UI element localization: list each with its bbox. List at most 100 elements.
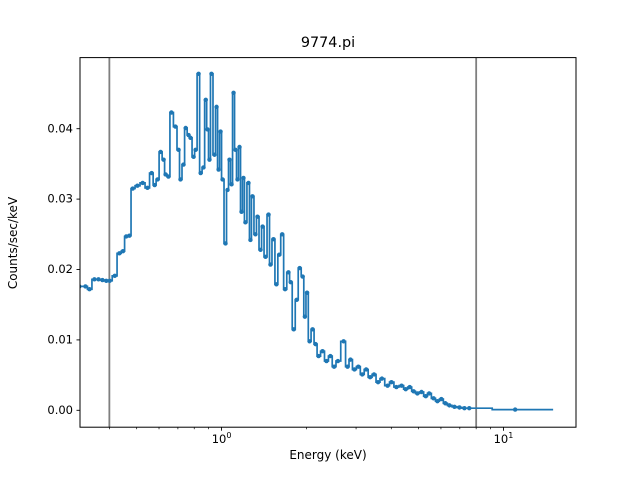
data-point-marker — [367, 375, 373, 380]
data-point-marker — [274, 282, 279, 287]
data-point-marker — [286, 270, 291, 275]
data-point-marker — [426, 391, 432, 396]
x-tick-label: 101 — [494, 431, 514, 446]
y-axis-label: Counts/sec/keV — [6, 196, 20, 290]
data-point-marker — [371, 372, 377, 377]
data-point-marker — [443, 401, 448, 406]
data-point-marker — [310, 327, 315, 332]
y-tick-label: 0.02 — [47, 262, 73, 276]
data-point-marker — [399, 383, 404, 388]
data-point-marker — [203, 97, 208, 103]
data-point-marker — [188, 135, 193, 141]
data-point-marker — [294, 297, 299, 302]
data-point-marker — [152, 182, 157, 188]
data-point-marker — [145, 185, 150, 191]
data-point-marker — [266, 212, 271, 217]
data-point-marker — [201, 165, 206, 170]
data-point-marker — [263, 254, 268, 260]
data-point-marker — [117, 251, 122, 256]
data-point-marker — [209, 71, 214, 76]
y-tick-label: 0.04 — [47, 121, 73, 135]
data-point-marker — [158, 149, 163, 155]
data-point-marker — [423, 394, 428, 399]
data-point-marker — [80, 284, 82, 289]
data-point-marker — [214, 104, 219, 110]
data-point-marker — [335, 358, 341, 364]
data-point-marker — [161, 157, 166, 162]
plot-border — [79, 57, 577, 428]
data-point-marker — [288, 279, 293, 285]
data-point-marker — [439, 396, 444, 402]
data-point-marker — [512, 407, 518, 412]
data-point-marker — [196, 71, 201, 76]
data-point-marker — [243, 220, 248, 225]
data-point-marker — [328, 353, 333, 359]
data-point-marker — [341, 339, 346, 344]
data-point-marker — [130, 186, 135, 191]
data-point-marker — [407, 384, 412, 390]
data-point-marker — [205, 127, 210, 132]
data-point-marker — [220, 177, 225, 182]
spectrum-series — [80, 71, 554, 412]
data-point-marker — [207, 157, 212, 162]
data-point-marker — [307, 339, 312, 344]
data-point-marker — [241, 175, 246, 181]
data-point-marker — [415, 391, 420, 396]
data-point-marker — [331, 364, 337, 369]
data-point-marker — [462, 405, 467, 411]
data-point-marker — [225, 187, 230, 193]
y-tick-label: 0.03 — [47, 192, 73, 206]
spectrum-line — [80, 72, 554, 411]
data-point-marker — [348, 357, 353, 362]
data-point-marker — [352, 367, 357, 372]
data-point-marker — [173, 124, 178, 129]
data-point-marker — [181, 162, 186, 167]
data-point-marker — [253, 232, 258, 237]
data-point-marker — [87, 287, 92, 292]
data-point-marker — [178, 177, 183, 182]
data-point-marker — [235, 177, 240, 182]
data-point-marker — [345, 364, 350, 369]
data-point-marker — [394, 384, 399, 390]
data-point-marker — [223, 241, 228, 246]
data-point-marker — [291, 327, 296, 332]
data-point-marker — [169, 110, 174, 115]
data-point-marker — [83, 284, 88, 289]
data-point-marker — [431, 396, 436, 401]
data-point-marker — [419, 389, 424, 395]
data-point-marker — [198, 170, 203, 176]
data-point-marker — [140, 180, 145, 186]
data-point-marker — [313, 341, 318, 347]
data-point-marker — [316, 353, 321, 359]
data-point-marker — [135, 183, 140, 188]
x-axis-label: Energy (keV) — [289, 448, 367, 462]
data-point-marker — [403, 386, 408, 392]
data-point-marker — [320, 348, 325, 354]
data-point-marker — [107, 278, 112, 283]
data-point-marker — [297, 265, 302, 271]
data-point-marker — [212, 152, 217, 157]
data-point-marker — [467, 405, 472, 411]
data-point-marker — [104, 278, 109, 283]
data-point-marker — [324, 358, 329, 364]
data-point-marker — [237, 144, 242, 150]
data-point-marker — [363, 367, 369, 372]
data-point-marker — [385, 383, 390, 388]
data-point-marker — [411, 389, 416, 394]
data-point-marker — [360, 372, 365, 377]
data-point-marker — [92, 277, 97, 282]
data-point-marker — [304, 290, 310, 295]
data-point-marker — [96, 277, 101, 282]
data-point-marker — [447, 403, 452, 408]
data-point-marker — [260, 224, 265, 229]
data-point-marker — [268, 262, 273, 267]
data-point-marker — [457, 405, 462, 410]
data-point-marker — [250, 194, 255, 199]
data-point-marker — [258, 247, 263, 252]
plot-title: 9774.pi — [300, 35, 356, 51]
data-point-marker — [183, 125, 188, 131]
y-tick-label: 0.01 — [47, 333, 73, 347]
data-point-marker — [229, 182, 234, 187]
data-point-marker — [216, 167, 221, 172]
